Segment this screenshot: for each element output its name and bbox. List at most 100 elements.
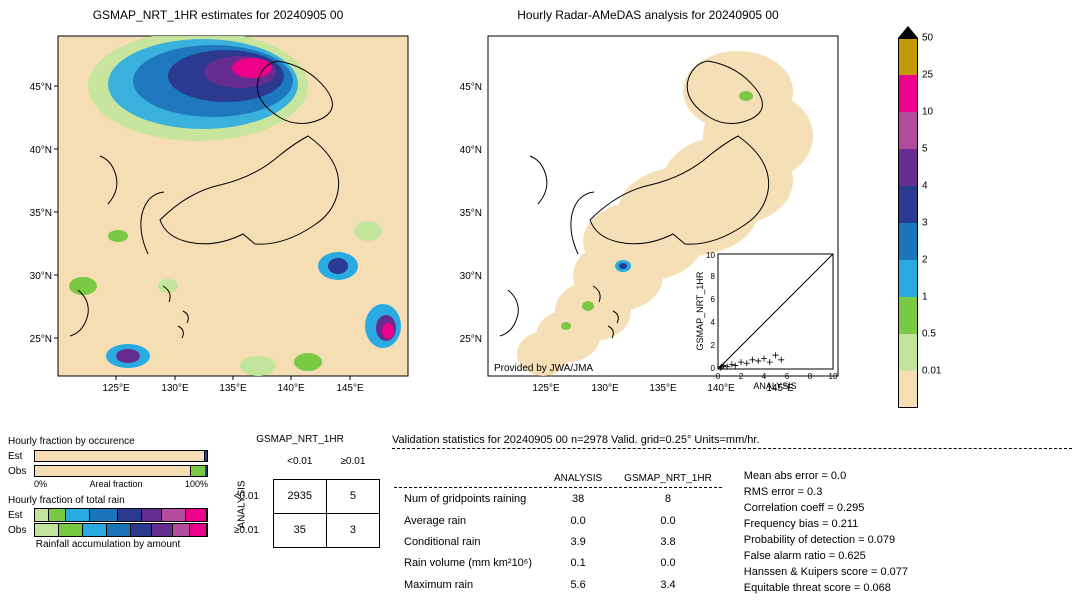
colorbar-segment [898, 260, 918, 297]
gsmap-map: 125°E 130°E 135°E 140°E 145°E 25°N 30°N 35°… [8, 26, 428, 406]
svg-text:145°E: 145°E [336, 383, 364, 394]
colorbar-tick: 50 [922, 33, 933, 44]
bars-column: Hourly fraction by occurence Est Obs 0% … [8, 434, 208, 556]
stats-title: Validation statistics for 20240905 00 n=… [392, 434, 1072, 449]
svg-text:10: 10 [706, 251, 715, 260]
svg-text:2: 2 [711, 341, 716, 350]
svg-text:ANALYSIS: ANALYSIS [753, 381, 796, 391]
svg-text:4: 4 [762, 372, 767, 381]
colorbar-segment [898, 186, 918, 223]
metric-row: Equitable threat score = 0.068 [744, 581, 908, 597]
totalrain-row: Obs [8, 523, 208, 537]
colorbar-tick: 3 [922, 218, 928, 229]
svg-text:25°N: 25°N [30, 334, 52, 345]
svg-text:45°N: 45°N [30, 82, 52, 93]
contingency-col-title: GSMAP_NRT_1HR [220, 434, 380, 445]
colorbar-tick: 0.5 [922, 329, 936, 340]
occurrence-row: Est [8, 449, 208, 463]
occurrence-title: Hourly fraction by occurence [8, 436, 208, 447]
colorbar-tick: 2 [922, 255, 928, 266]
radar-panel: Hourly Radar-AMeDAS analysis for 2024090… [438, 8, 858, 428]
top-row: GSMAP_NRT_1HR estimates for 20240905 00 [8, 8, 1072, 428]
stats-table: ANALYSIS GSMAP_NRT_1HR Num of gridpoints… [392, 469, 724, 597]
colorbar-segment [898, 38, 918, 75]
svg-text:6: 6 [711, 295, 716, 304]
colorbar-tick: 5 [922, 144, 928, 155]
colorbar-segment [898, 149, 918, 186]
contingency-ylabel: ANALYSIS [237, 480, 248, 528]
bottom-row: Hourly fraction by occurence Est Obs 0% … [8, 434, 1072, 597]
colorbar-tick: 0.01 [922, 366, 941, 377]
metric-row: Frequency bias = 0.211 [744, 517, 908, 533]
svg-text:125°E: 125°E [532, 383, 560, 394]
totalrain-footer: Rainfall accumulation by amount [8, 539, 208, 550]
colorbar-tick: 1 [922, 292, 928, 303]
contingency-block: ANALYSIS GSMAP_NRT_1HR <0.01 ≥0.01 <0.01… [220, 434, 380, 548]
svg-text:10: 10 [829, 372, 838, 381]
colorbar-segment [898, 297, 918, 334]
totalrain-row: Est [8, 508, 208, 522]
svg-text:125°E: 125°E [102, 383, 130, 394]
stats-block: Validation statistics for 20240905 00 n=… [392, 434, 1072, 597]
colorbar-segment [898, 371, 918, 408]
colorbar-tick: 25 [922, 70, 933, 81]
svg-text:30°N: 30°N [30, 271, 52, 282]
gsmap-panel: GSMAP_NRT_1HR estimates for 20240905 00 [8, 8, 428, 428]
metric-row: Hanssen & Kuipers score = 0.077 [744, 565, 908, 581]
colorbar-segment [898, 75, 918, 112]
contingency-cell: 3 [326, 513, 379, 547]
stats-row: Num of gridpoints raining388 [394, 490, 722, 509]
stats-row: Rain volume (mm km²10⁶)0.10.0 [394, 554, 722, 573]
stats-row: Average rain0.00.0 [394, 511, 722, 530]
svg-text:8: 8 [808, 372, 813, 381]
metrics-list: Mean abs error = 0.0RMS error = 0.3Corre… [744, 469, 908, 597]
svg-text:4: 4 [711, 318, 716, 327]
gsmap-title: GSMAP_NRT_1HR estimates for 20240905 00 [8, 8, 428, 22]
gsmap-yticks: 25°N 30°N 35°N 40°N 45°N [30, 82, 58, 345]
stats-row: Conditional rain3.93.8 [394, 532, 722, 551]
colorbar-tick: 10 [922, 107, 933, 118]
colorbar-segment [898, 223, 918, 260]
metric-row: Probability of detection = 0.079 [744, 533, 908, 549]
colorbar-arrow-icon [898, 26, 918, 38]
svg-text:130°E: 130°E [161, 383, 189, 394]
totalrain-title: Hourly fraction of total rain [8, 495, 208, 506]
radar-map: Provided by JWA/JMA 125°E 130°E 135°E 140°… [438, 26, 858, 406]
stats-row: Maximum rain5.63.4 [394, 575, 722, 594]
svg-text:GSMAP_NRT_1HR: GSMAP_NRT_1HR [695, 271, 705, 350]
svg-text:25°N: 25°N [460, 334, 482, 345]
svg-text:35°N: 35°N [30, 208, 52, 219]
contingency-cell: 35 [273, 513, 326, 547]
svg-text:135°E: 135°E [649, 383, 677, 394]
svg-text:35°N: 35°N [460, 208, 482, 219]
colorbar-tick: 4 [922, 181, 928, 192]
occurrence-row: Obs [8, 464, 208, 478]
radar-title: Hourly Radar-AMeDAS analysis for 2024090… [438, 8, 858, 22]
svg-text:6: 6 [785, 372, 790, 381]
contingency-cell: 2935 [273, 479, 326, 513]
svg-text:130°E: 130°E [591, 383, 619, 394]
metric-row: Correlation coeff = 0.295 [744, 501, 908, 517]
svg-text:2: 2 [739, 372, 744, 381]
colorbar-segment [898, 334, 918, 371]
metric-row: RMS error = 0.3 [744, 485, 908, 501]
svg-text:40°N: 40°N [460, 145, 482, 156]
svg-text:0: 0 [716, 372, 721, 381]
colorbar: 0.010.512345102550 [898, 38, 918, 408]
svg-text:30°N: 30°N [460, 271, 482, 282]
svg-text:8: 8 [711, 272, 716, 281]
totalrain-block: Hourly fraction of total rain EstObs Rai… [8, 495, 208, 550]
svg-text:0: 0 [711, 364, 716, 373]
svg-text:140°E: 140°E [707, 383, 735, 394]
contingency-cell: 5 [326, 479, 379, 513]
metric-row: False alarm ratio = 0.625 [744, 549, 908, 565]
svg-text:45°N: 45°N [460, 82, 482, 93]
gsmap-xticks: 125°E 130°E 135°E 140°E 145°E [102, 376, 364, 394]
colorbar-segment [898, 112, 918, 149]
metric-row: Mean abs error = 0.0 [744, 469, 908, 485]
svg-text:40°N: 40°N [30, 145, 52, 156]
svg-text:135°E: 135°E [219, 383, 247, 394]
occurrence-block: Hourly fraction by occurence Est Obs 0% … [8, 436, 208, 489]
svg-text:140°E: 140°E [277, 383, 305, 394]
radar-credit: Provided by JWA/JMA [494, 363, 593, 374]
